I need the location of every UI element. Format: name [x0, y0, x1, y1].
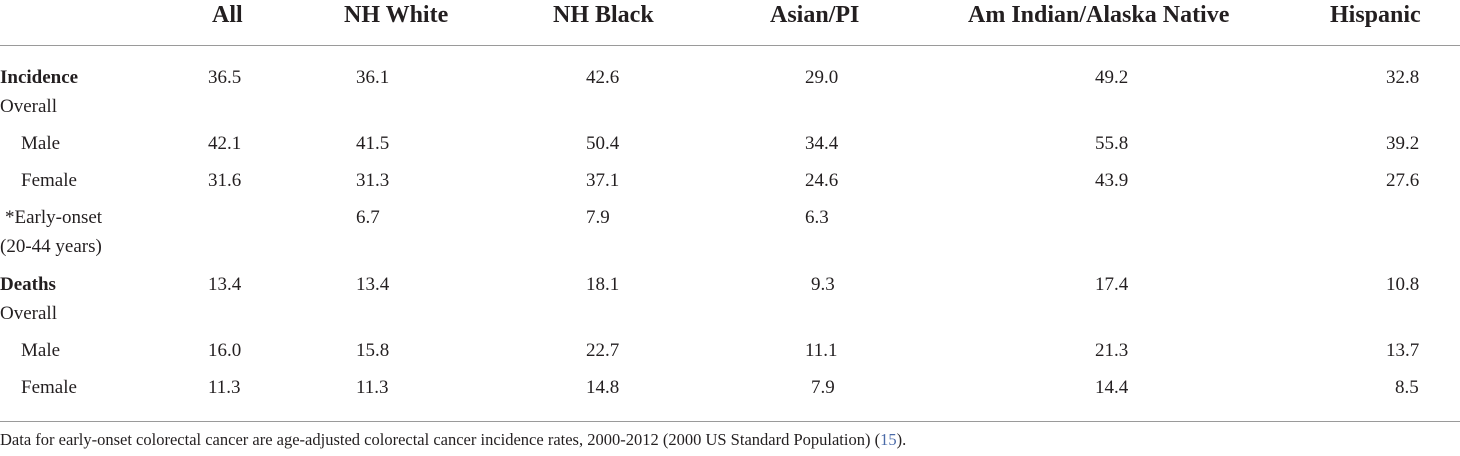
table-cell: 39.2 — [1386, 133, 1420, 154]
table-cell: 37.1 — [586, 170, 620, 191]
table-bottom-rule — [0, 421, 1460, 422]
col-header-hispanic: Hispanic — [1330, 2, 1421, 28]
row-label-incidence: Incidence — [0, 67, 79, 88]
table-cell: 6.3 — [805, 207, 829, 228]
table-cell: 14.4 — [1095, 377, 1129, 398]
table-cell: 7.9 — [811, 377, 835, 398]
table-cell: 13.7 — [1386, 340, 1420, 361]
row-label-female: Female — [21, 377, 77, 398]
row-label-male: Male — [21, 133, 61, 154]
table-cell: 41.5 — [356, 133, 390, 154]
row-label-deaths: Deaths — [0, 274, 56, 295]
table-cell: 7.9 — [586, 207, 610, 228]
table-cell: 55.8 — [1095, 133, 1129, 154]
table-cell: 31.3 — [356, 170, 390, 191]
footnote-end: ). — [896, 430, 907, 449]
table-cell: 18.1 — [586, 274, 620, 295]
col-header-nh-black: NH Black — [553, 2, 654, 28]
col-header-nh-white: NH White — [344, 2, 449, 28]
row-sublabel-overall: Overall — [0, 96, 57, 117]
row-label-early-onset: *Early-onset — [5, 207, 103, 228]
row-label-female: Female — [21, 170, 77, 191]
row-sublabel-age-range: (20-44 years) — [0, 236, 102, 257]
table-cell: 11.3 — [208, 377, 241, 398]
table-cell: 6.7 — [356, 207, 380, 228]
footnote-text: Data for early-onset colorectal cancer a… — [0, 430, 881, 449]
table-cell: 24.6 — [805, 170, 839, 191]
table-cell: 27.6 — [1386, 170, 1420, 191]
table-cell: 16.0 — [208, 340, 242, 361]
row-sublabel-overall: Overall — [0, 303, 57, 324]
table-cell: 36.5 — [208, 67, 242, 88]
table-cell: 49.2 — [1095, 67, 1129, 88]
table-cell: 15.8 — [356, 340, 390, 361]
table-cell: 22.7 — [586, 340, 620, 361]
table-cell: 34.4 — [805, 133, 839, 154]
row-label-male: Male — [21, 340, 61, 361]
table-cell: 9.3 — [811, 274, 835, 295]
table-cell: 29.0 — [805, 67, 839, 88]
table-cell: 13.4 — [208, 274, 242, 295]
table-cell: 14.8 — [586, 377, 620, 398]
table-cell: 42.1 — [208, 133, 242, 154]
table-cell: 31.6 — [208, 170, 242, 191]
table-cell: 50.4 — [586, 133, 620, 154]
table-cell: 11.3 — [356, 377, 389, 398]
footnote-reference-link[interactable]: 15 — [880, 430, 897, 449]
table-cell: 13.4 — [356, 274, 390, 295]
col-header-am-indian: Am Indian/Alaska Native — [968, 2, 1230, 28]
table-footnote: Data for early-onset colorectal cancer a… — [0, 429, 906, 451]
table-cell: 32.8 — [1386, 67, 1420, 88]
table-cell: 8.5 — [1395, 377, 1419, 398]
col-header-all: All — [212, 2, 243, 28]
table-cell: 42.6 — [586, 67, 620, 88]
col-header-asian-pi: Asian/PI — [770, 2, 860, 28]
table-cell: 21.3 — [1095, 340, 1129, 361]
table-cell: 17.4 — [1095, 274, 1129, 295]
table-cell: 11.1 — [805, 340, 838, 361]
table-cell: 43.9 — [1095, 170, 1129, 191]
table-cell: 36.1 — [356, 67, 390, 88]
table-cell: 10.8 — [1386, 274, 1420, 295]
table-header: All NH White NH Black Asian/PI Am Indian… — [0, 0, 1460, 46]
